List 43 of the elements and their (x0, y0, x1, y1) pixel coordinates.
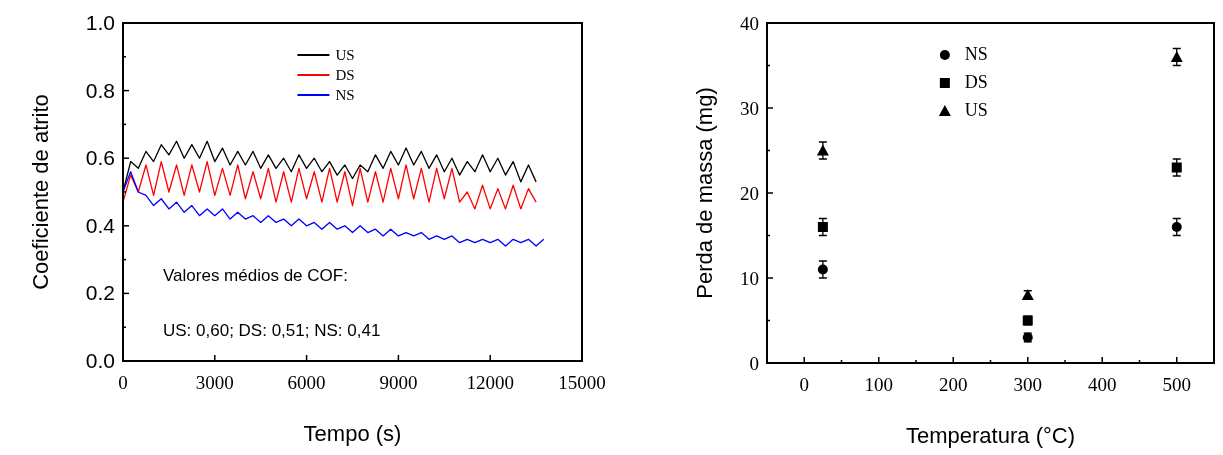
x-tick-label: 300 (1013, 374, 1042, 395)
point (1171, 222, 1182, 232)
legend-label: US (964, 100, 988, 120)
x-tick-label: 12000 (466, 372, 514, 393)
x-tick-label: 15000 (558, 372, 606, 393)
legend-label: NS (335, 87, 355, 103)
legend-label: US (335, 47, 355, 63)
x-tick-label: 0 (799, 374, 809, 395)
legend-label: DS (964, 72, 988, 92)
point (817, 264, 828, 275)
x-tick-label: 200 (939, 374, 968, 395)
legend-label: DS (335, 67, 355, 83)
annotation: US: 0,60; DS: 0,51; NS: 0,41 (163, 321, 381, 340)
point (816, 144, 829, 156)
y-tick-label: 1.0 (85, 11, 115, 34)
legend-label: NS (964, 44, 988, 64)
x-axis-title: Temperatura (°C) (906, 423, 1075, 448)
point (817, 222, 828, 232)
line-series (122, 171, 545, 247)
x-axis-title: Tempo (s) (303, 421, 402, 446)
y-tick-label: 0.4 (85, 213, 116, 237)
point (1170, 51, 1183, 62)
x-tick-label: 100 (864, 374, 893, 395)
x-tick-label: 0 (118, 372, 128, 393)
y-tick-label: 0.6 (85, 146, 115, 170)
y-axis-title: Perda de massa (mg) (692, 87, 717, 299)
x-tick-label: 3000 (195, 372, 234, 393)
y-axis-title: Coeficiente de atrito (28, 94, 53, 290)
y-tick-label: 0.0 (85, 349, 115, 372)
x-tick-label: 9000 (379, 372, 418, 393)
y-tick-label: 0 (749, 353, 759, 374)
y-tick-label: 10 (740, 268, 759, 289)
y-tick-label: 40 (740, 13, 759, 34)
x-tick-label: 400 (1088, 374, 1117, 395)
line-series (122, 160, 537, 210)
y-tick-label: 0.8 (85, 78, 115, 102)
y-tick-label: 0.2 (85, 281, 115, 305)
x-tick-label: 6000 (287, 372, 326, 393)
x-tick-label: 500 (1162, 374, 1191, 395)
y-tick-label: 20 (740, 183, 759, 204)
annotation: Valores médios de COF: (163, 266, 348, 285)
y-tick-label: 30 (740, 98, 759, 119)
point (1171, 162, 1182, 173)
